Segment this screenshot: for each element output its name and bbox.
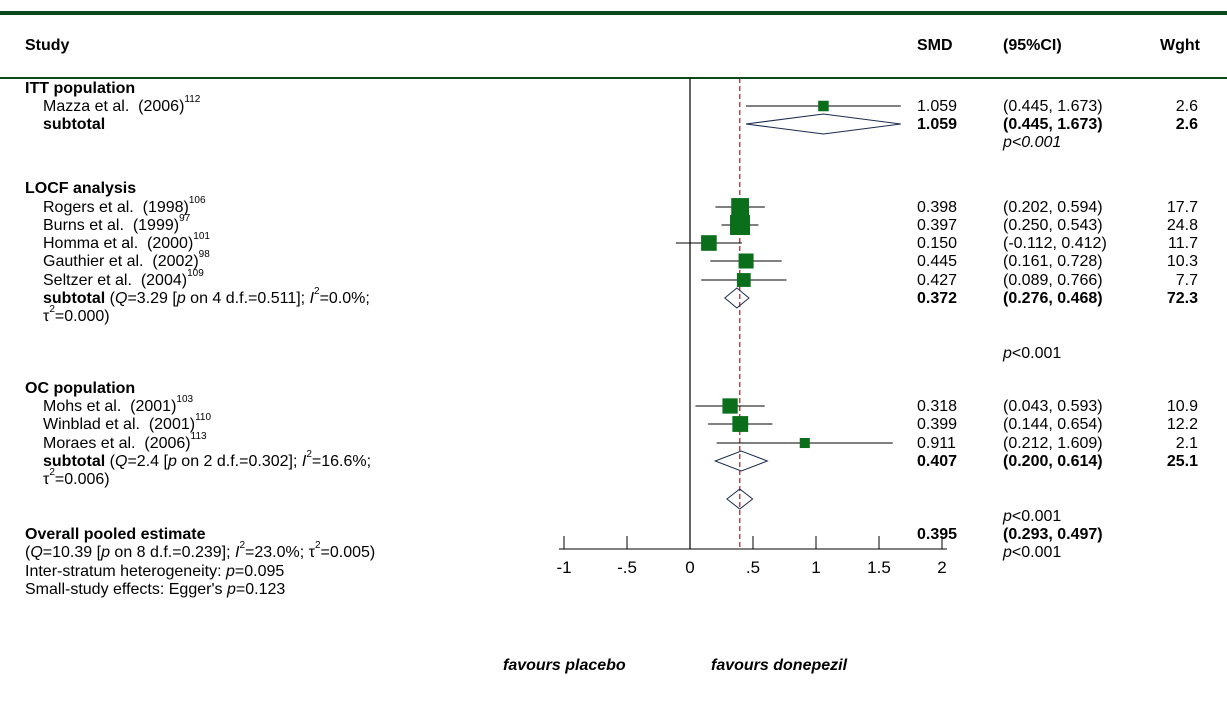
- study-ci: (0.144, 0.654): [1003, 416, 1103, 433]
- study-ci: (0.202, 0.594): [1003, 199, 1103, 216]
- study-label: Winblad et al. (2001)110: [43, 412, 212, 434]
- subtotal-weight: 25.1: [1166, 453, 1198, 470]
- top-rule: [0, 11, 1227, 15]
- subtotal-smd: 1.059: [917, 116, 958, 133]
- study-smd: 0.399: [917, 416, 958, 433]
- subtotal-ci: (0.200, 0.614): [1003, 453, 1103, 470]
- study-box: [730, 215, 751, 235]
- study-smd: 0.911: [917, 435, 956, 452]
- study-label: Rogers et al. (1998)106: [43, 195, 206, 217]
- small-study: Small-study effects: Egger's p=0.123: [25, 581, 286, 598]
- header-ci: (95%CI): [1003, 37, 1062, 54]
- subtotal-tau: τ2=0.006): [43, 467, 110, 489]
- p-value: p<0.001: [1003, 345, 1062, 362]
- subtotal-smd: 0.372: [917, 290, 958, 307]
- study-ci: (-0.112, 0.412): [1003, 235, 1107, 252]
- study-box: [722, 398, 738, 414]
- study-box: [701, 235, 717, 251]
- study-smd: 0.397: [917, 217, 958, 234]
- subtotal-weight: 72.3: [1166, 290, 1198, 307]
- p-value: p<0.001: [1003, 508, 1062, 525]
- study-weight: 7.7: [1175, 272, 1198, 289]
- header-study: Study: [25, 37, 70, 54]
- overall-stats: (Q=10.39 [p on 8 d.f.=0.239]; I2=23.0%; …: [25, 540, 376, 562]
- overall-diamond: [726, 488, 754, 510]
- subtotal-tau: τ2=0.000): [43, 304, 110, 326]
- study-weight: 17.7: [1166, 199, 1198, 216]
- subtotal-weight: 2.6: [1175, 116, 1198, 133]
- study-box: [736, 273, 751, 287]
- study-label: Burns et al. (1999)97: [43, 213, 191, 235]
- study-box: [818, 100, 829, 112]
- x-tick-label: 1.5: [867, 558, 891, 577]
- x-tick-label: 0: [685, 558, 694, 577]
- study-label: Mohs et al. (2001)103: [43, 394, 194, 416]
- study-smd: 0.445: [917, 253, 958, 270]
- subtotal-label: subtotal (Q=2.4 [p on 2 d.f.=0.302]; I2=…: [43, 449, 372, 471]
- x-tick-label: .5: [746, 558, 760, 577]
- overall-label: Overall pooled estimate: [25, 526, 206, 543]
- overall-ci: (0.293, 0.497): [1003, 526, 1103, 543]
- header-smd: SMD: [917, 37, 953, 54]
- subtotal-smd: 0.407: [917, 453, 958, 470]
- group-title-itt: ITT population: [25, 80, 136, 97]
- study-label: Seltzer et al. (2004)109: [43, 268, 204, 290]
- study-label: Mazza et al. (2006)112: [43, 94, 201, 116]
- study-ci: (0.089, 0.766): [1003, 272, 1103, 289]
- subtotal-ci: (0.445, 1.673): [1003, 116, 1103, 133]
- subtotal-label: subtotal (Q=3.29 [p on 4 d.f.=0.511]; I2…: [43, 286, 370, 308]
- study-ci: (0.212, 1.609): [1003, 435, 1103, 452]
- study-weight: 10.3: [1166, 253, 1198, 270]
- study-box: [799, 437, 810, 449]
- study-weight: 11.7: [1168, 235, 1198, 252]
- x-tick-label: 1: [811, 558, 820, 577]
- study-smd: 0.427: [917, 272, 958, 289]
- group-title-locf: LOCF analysis: [25, 180, 137, 197]
- study-weight: 24.8: [1166, 217, 1198, 234]
- study-smd: 0.398: [917, 199, 958, 216]
- study-ci: (0.161, 0.728): [1003, 253, 1103, 270]
- study-weight: 2.6: [1175, 98, 1198, 115]
- p-value: p<0.001: [1003, 134, 1062, 151]
- study-weight: 12.2: [1166, 416, 1198, 433]
- favours-donepezil: favours donepezil: [711, 657, 848, 674]
- subtotal-label: subtotal: [43, 116, 106, 133]
- study-smd: 0.150: [917, 235, 958, 252]
- header-weight: Wght: [1160, 37, 1200, 54]
- subtotal-diamond: [713, 450, 769, 472]
- header-rule: [0, 77, 1227, 79]
- study-label: Gauthier et al. (2002)98: [43, 249, 210, 271]
- overall-p: p<0.001: [1003, 544, 1062, 561]
- x-tick-label: -1: [556, 558, 571, 577]
- study-weight: 10.9: [1166, 398, 1198, 415]
- study-box: [738, 253, 754, 269]
- study-box: [732, 416, 749, 432]
- overall-smd: 0.395: [917, 526, 958, 543]
- study-smd: 0.318: [917, 398, 958, 415]
- study-ci: (0.445, 1.673): [1003, 98, 1103, 115]
- x-tick-label: 2: [937, 558, 946, 577]
- subtotal-diamond: [746, 113, 901, 135]
- study-label: Homma et al. (2000)101: [43, 231, 210, 253]
- group-title-oc: OC population: [25, 380, 136, 397]
- subtotal-ci: (0.276, 0.468): [1003, 290, 1103, 307]
- study-weight: 2.1: [1175, 435, 1198, 452]
- inter-stratum: Inter-stratum heterogeneity: p=0.095: [25, 563, 285, 580]
- study-label: Moraes et al. (2006)113: [43, 431, 207, 453]
- study-box: [731, 198, 750, 216]
- favours-placebo: favours placebo: [503, 657, 626, 674]
- study-ci: (0.043, 0.593): [1003, 398, 1103, 415]
- study-ci: (0.250, 0.543): [1003, 217, 1103, 234]
- x-tick-label: -.5: [617, 558, 637, 577]
- subtotal-diamond: [723, 287, 750, 309]
- study-smd: 1.059: [917, 98, 958, 115]
